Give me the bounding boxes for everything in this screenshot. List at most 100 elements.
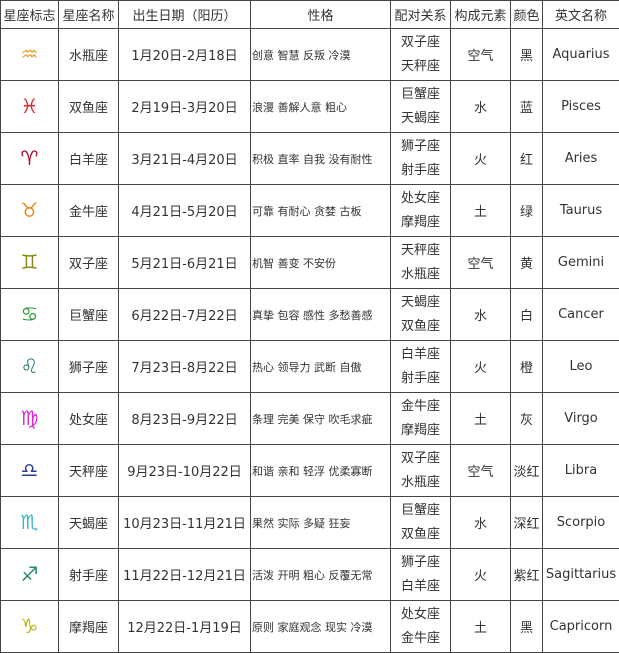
- symbol-cell: ♍︎: [1, 393, 59, 445]
- header-name: 星座名称: [59, 1, 119, 29]
- match-sign: 射手座: [391, 367, 450, 391]
- match-cell: 白羊座射手座: [391, 341, 451, 393]
- virgo-icon: ♍︎: [21, 406, 39, 430]
- birth-dates: 10月23日-11月21日: [119, 497, 251, 549]
- lucky-color: 黑: [511, 29, 543, 81]
- sign-name: 白羊座: [59, 133, 119, 185]
- header-english: 英文名称: [543, 1, 619, 29]
- element: 空气: [451, 29, 511, 81]
- symbol-cell: ♎︎: [1, 445, 59, 497]
- birth-dates: 7月23日-8月22日: [119, 341, 251, 393]
- header-symbol: 星座标志: [1, 1, 59, 29]
- lucky-color: 白: [511, 289, 543, 341]
- match-cell: 双子座天秤座: [391, 29, 451, 81]
- match-cell: 处女座摩羯座: [391, 185, 451, 237]
- english-name: Scorpio: [543, 497, 619, 549]
- match-sign: 金牛座: [391, 627, 450, 651]
- taurus-icon: ♉︎: [21, 198, 39, 222]
- match-sign: 狮子座: [391, 551, 450, 575]
- lucky-color: 紫红: [511, 549, 543, 601]
- match-sign: 摩羯座: [391, 211, 450, 235]
- traits: 可靠 有耐心 贪婪 古板: [251, 185, 391, 237]
- aquarius-icon: ♒︎: [21, 42, 39, 66]
- sign-name: 巨蟹座: [59, 289, 119, 341]
- match-cell: 天蝎座双鱼座: [391, 289, 451, 341]
- header-element: 构成元素: [451, 1, 511, 29]
- element: 火: [451, 549, 511, 601]
- header-traits: 性格: [251, 1, 391, 29]
- element: 水: [451, 497, 511, 549]
- traits: 真挚 包容 感性 多愁善感: [251, 289, 391, 341]
- sign-name: 射手座: [59, 549, 119, 601]
- match-sign: 摩羯座: [391, 419, 450, 443]
- match-sign: 射手座: [391, 159, 450, 183]
- match-cell: 处女座金牛座: [391, 601, 451, 653]
- element: 土: [451, 185, 511, 237]
- match-cell: 狮子座射手座: [391, 133, 451, 185]
- match-sign: 水瓶座: [391, 471, 450, 495]
- match-sign: 狮子座: [391, 135, 450, 159]
- sign-name: 天秤座: [59, 445, 119, 497]
- sign-name: 水瓶座: [59, 29, 119, 81]
- lucky-color: 深红: [511, 497, 543, 549]
- element: 空气: [451, 237, 511, 289]
- english-name: Leo: [543, 341, 619, 393]
- match-sign: 双子座: [391, 31, 450, 55]
- lucky-color: 灰: [511, 393, 543, 445]
- lucky-color: 淡红: [511, 445, 543, 497]
- english-name: Libra: [543, 445, 619, 497]
- traits: 热心 领导力 武断 自傲: [251, 341, 391, 393]
- traits: 和谐 亲和 轻浮 优柔寡断: [251, 445, 391, 497]
- pisces-icon: ♓︎: [21, 94, 39, 118]
- sign-name: 处女座: [59, 393, 119, 445]
- cancer-icon: ♋︎: [21, 302, 39, 326]
- capricorn-icon: ♑︎: [21, 614, 39, 638]
- match-cell: 双子座水瓶座: [391, 445, 451, 497]
- birth-dates: 11月22日-12月21日: [119, 549, 251, 601]
- header-match: 配对关系: [391, 1, 451, 29]
- english-name: Capricorn: [543, 601, 619, 653]
- birth-dates: 12月22日-1月19日: [119, 601, 251, 653]
- match-sign: 天蝎座: [391, 291, 450, 315]
- english-name: Taurus: [543, 185, 619, 237]
- match-cell: 金牛座摩羯座: [391, 393, 451, 445]
- birth-dates: 6月22日-7月22日: [119, 289, 251, 341]
- lucky-color: 红: [511, 133, 543, 185]
- match-sign: 白羊座: [391, 343, 450, 367]
- sign-name: 金牛座: [59, 185, 119, 237]
- birth-dates: 3月21日-4月20日: [119, 133, 251, 185]
- header-row: 星座标志星座名称出生日期（阳历）性格配对关系构成元素颜色英文名称: [1, 1, 619, 29]
- leo-icon: ♌︎: [21, 354, 39, 378]
- lucky-color: 橙: [511, 341, 543, 393]
- traits: 活泼 开明 粗心 反覆无常: [251, 549, 391, 601]
- symbol-cell: ♌︎: [1, 341, 59, 393]
- element: 土: [451, 393, 511, 445]
- symbol-cell: ♏︎: [1, 497, 59, 549]
- lucky-color: 黑: [511, 601, 543, 653]
- birth-dates: 4月21日-5月20日: [119, 185, 251, 237]
- lucky-color: 蓝: [511, 81, 543, 133]
- birth-dates: 8月23日-9月22日: [119, 393, 251, 445]
- traits: 积极 直率 自我 没有耐性: [251, 133, 391, 185]
- match-sign: 水瓶座: [391, 263, 450, 287]
- element: 水: [451, 81, 511, 133]
- symbol-cell: ♊︎: [1, 237, 59, 289]
- symbol-cell: ♉︎: [1, 185, 59, 237]
- header-dates: 出生日期（阳历）: [119, 1, 251, 29]
- sagittarius-icon: ♐︎: [21, 562, 39, 586]
- sign-name: 双鱼座: [59, 81, 119, 133]
- english-name: Aries: [543, 133, 619, 185]
- sign-name: 摩羯座: [59, 601, 119, 653]
- match-sign: 金牛座: [391, 395, 450, 419]
- symbol-cell: ♒︎: [1, 29, 59, 81]
- match-sign: 白羊座: [391, 575, 450, 599]
